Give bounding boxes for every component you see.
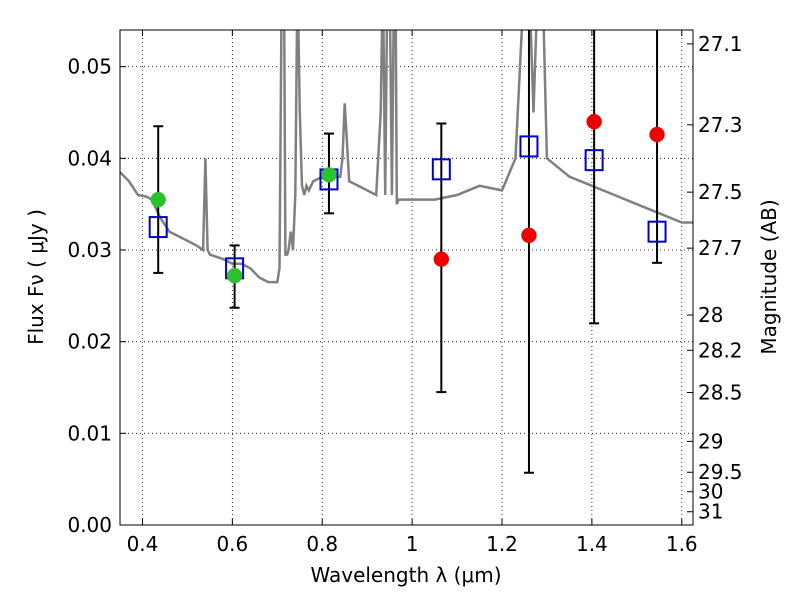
data-layer <box>120 30 693 474</box>
x-tick-label: 1.2 <box>486 532 518 556</box>
x-tick-label: 0.8 <box>306 532 338 556</box>
green-circle-marker <box>226 267 243 284</box>
mag-tick-label: 27.3 <box>698 113 743 137</box>
blue-square-marker <box>584 149 604 172</box>
y-tick-label: 0.02 <box>67 330 112 354</box>
y-tick-label: 0.03 <box>67 238 112 262</box>
y-axis-label: Flux Fν ( μJy ) <box>24 209 48 345</box>
y-tick-label: 0.01 <box>67 421 112 445</box>
x-tick-label: 0.4 <box>127 532 159 556</box>
mag-tick-label: 29.5 <box>698 460 743 484</box>
mag-tick-label: 29 <box>698 429 723 453</box>
y2-axis-label: Magnitude (AB) <box>757 199 781 354</box>
y-tick-label: 0.04 <box>67 146 112 170</box>
mag-tick-label: 27.5 <box>698 180 743 204</box>
mag-tick-label: 30 <box>698 480 723 504</box>
mag-tick-label: 28.5 <box>698 380 743 404</box>
mag-tick-label: 28.2 <box>698 338 743 362</box>
x-tick-label: 0.6 <box>216 532 248 556</box>
blue-square-marker <box>148 216 168 239</box>
red-circle-marker <box>433 251 450 267</box>
green-circle-marker <box>150 191 166 208</box>
x-tick-label: 1.6 <box>666 532 698 556</box>
blue-square-marker <box>431 158 451 181</box>
mag-tick-label: 31 <box>698 500 723 524</box>
red-circle-marker <box>586 113 602 130</box>
axis-ticks: 0.4 0.6 0.8 1 1.2 1.4 1.6 0.00 0.01 0.02 0.03 0.04 0… <box>67 30 743 556</box>
x-tick-label: 1 <box>406 532 419 556</box>
red-circle-marker <box>649 126 665 143</box>
grid-lines <box>120 30 693 526</box>
mag-tick-label: 27.1 <box>698 32 743 56</box>
y-tick-label: 0.00 <box>67 513 112 537</box>
plot-background <box>120 30 693 525</box>
blue-square-marker <box>647 220 667 243</box>
mag-tick-label: 27.7 <box>698 236 743 260</box>
x-tick-label: 1.4 <box>576 532 608 556</box>
red-circle-marker <box>521 227 537 244</box>
green-circle-marker <box>321 167 337 183</box>
blue-square-marker <box>519 135 539 158</box>
y-tick-label: 0.05 <box>67 55 112 79</box>
mag-tick-label: 28 <box>698 303 723 327</box>
plot-frame <box>119 29 694 526</box>
x-axis-label: Wavelength λ (μm) <box>310 563 501 587</box>
markers <box>148 113 667 284</box>
